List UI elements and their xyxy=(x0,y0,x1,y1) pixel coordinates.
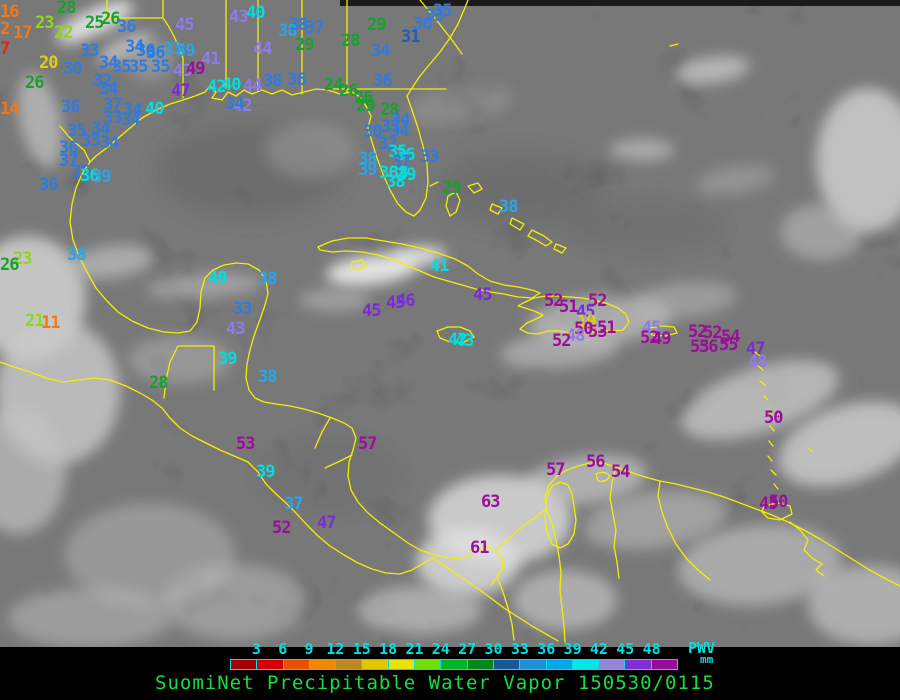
scale-tick: 30 xyxy=(484,640,503,658)
scale-tick: 24 xyxy=(431,640,450,658)
product-title: SuomiNet Precipitable Water Vapor 150530… xyxy=(155,672,715,694)
scale-segment xyxy=(520,659,547,670)
scale-tick: 36 xyxy=(537,640,556,658)
scale-tick: 39 xyxy=(563,640,582,658)
scale-segment xyxy=(415,659,442,670)
scale-segment xyxy=(493,659,521,670)
coastline-cuba xyxy=(317,237,541,299)
scale-segment xyxy=(625,659,652,670)
scale-tick: 48 xyxy=(642,640,661,658)
scale-tick: 3 xyxy=(251,640,261,658)
coastline-mexico-centralamerica xyxy=(69,161,504,586)
legend-band: PWV mm SuomiNet Precipitable Water Vapor… xyxy=(0,639,900,700)
scale-segment xyxy=(388,659,416,670)
pwv-color-scale xyxy=(230,659,679,670)
scale-tick: 45 xyxy=(616,640,635,658)
pwv-unit-label: PWV xyxy=(688,639,716,657)
border-southamerica-inland xyxy=(496,466,825,643)
coastline-hispaniola xyxy=(517,295,630,335)
border-state-lines xyxy=(104,0,463,99)
scale-segment xyxy=(441,659,468,670)
border-guatemala xyxy=(163,345,353,469)
pwv-unit-mm: mm xyxy=(700,653,714,666)
scale-tick: 42 xyxy=(589,640,608,658)
scale-segment xyxy=(309,659,337,670)
scale-segment xyxy=(572,659,600,670)
coastline-pacific xyxy=(0,361,559,642)
satellite-map: 16 2 17 7 23 22 28 25 26 20 26 14 33 30 34 35 32 34 36 34 36… xyxy=(0,0,900,647)
coastline-us-gulf-florida xyxy=(59,0,469,217)
coastline-jamaica xyxy=(436,326,475,343)
scale-tick: 18 xyxy=(379,640,398,658)
coastline-lesser-antilles xyxy=(754,351,813,521)
coastline-puertorico xyxy=(649,325,678,337)
scale-tick: 9 xyxy=(304,640,314,658)
scale-tick: 6 xyxy=(278,640,288,658)
scale-segment xyxy=(230,659,258,670)
scale-tick: 12 xyxy=(326,640,345,658)
scale-segment xyxy=(546,659,573,670)
scale-segment xyxy=(257,659,284,670)
cloud-imagery xyxy=(0,0,900,647)
scale-tick: 15 xyxy=(352,640,371,658)
coastline-bahamas xyxy=(429,43,679,254)
scale-tick: 33 xyxy=(510,640,529,658)
scale-segment xyxy=(336,659,363,670)
scale-segment xyxy=(467,659,494,670)
scale-segment xyxy=(362,659,389,670)
scale-segment xyxy=(651,659,679,670)
scale-segment xyxy=(599,659,626,670)
scale-tick: 21 xyxy=(405,640,424,658)
scale-segment xyxy=(283,659,310,670)
scale-tick: 27 xyxy=(458,640,477,658)
